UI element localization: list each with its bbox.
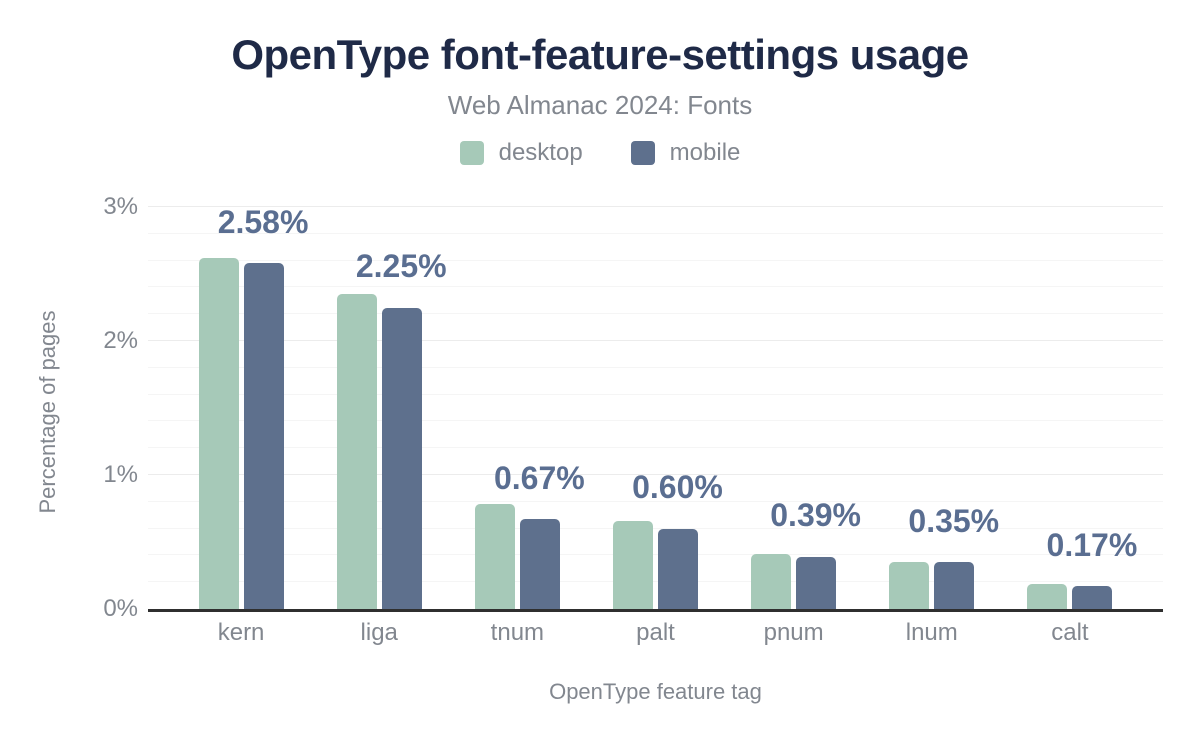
bar-mobile-kern [243,263,284,609]
minor-gridline [148,393,1163,395]
bar-desktop-pnum [751,554,792,609]
major-gridline [148,340,1163,341]
legend-label-mobile: mobile [669,139,741,166]
minor-gridline [148,259,1163,261]
bar-group-palt: 0.60% [586,207,724,609]
legend-label-desktop: desktop [498,139,583,166]
y-tick-labels: 0% 1% 2% 3% [0,194,138,622]
bar-desktop-liga [336,294,377,609]
y-tick-label: 1% [103,461,138,488]
x-category-label-pnum: pnum [763,619,824,646]
value-label-kern: 2.58% [217,203,309,240]
bar-desktop-palt [612,520,653,609]
desktop-swatch-icon [459,141,484,165]
x-category-label-palt: palt [636,619,675,646]
legend-item-mobile: mobile [630,139,741,167]
major-gridline [148,474,1163,475]
legend-item-desktop: desktop [459,139,583,167]
bar-desktop-calt [1027,583,1068,609]
minor-gridline [148,286,1163,288]
bar-group-tnum: 0.67% [448,207,586,609]
value-label-lnum: 0.35% [908,502,1000,539]
minor-gridline [148,581,1163,583]
x-category-label-kern: kern [217,619,265,646]
bar-desktop-kern [198,257,239,609]
value-label-pnum: 0.39% [770,497,861,534]
bar-group-kern: 2.58% [172,203,310,609]
bar-mobile-pnum [796,556,837,609]
minor-gridline [148,500,1163,502]
bar-mobile-tnum [519,519,560,609]
bar-group-pnum: 0.39% [725,207,863,609]
minor-gridline [148,232,1163,234]
major-gridline [148,206,1163,207]
bar-desktop-lnum [889,562,930,609]
mobile-swatch-icon [630,141,655,165]
x-category-label-lnum: lnum [905,619,958,646]
minor-gridline [148,366,1163,368]
bar-group-calt: 0.17% [1001,207,1139,609]
minor-gridline [148,447,1163,449]
chart-subtitle: Web Almanac 2024: Fonts [447,90,753,120]
x-category-labels: kern liga tnum palt pnum lnum calt [148,619,1163,647]
chart-title: OpenType font-feature-settings usage [231,31,969,78]
y-tick-label: 0% [103,595,138,622]
plot-area: 2.58% 2.25% 0.67% 0.60% 0.39% 0.35% 0.17% [148,203,1163,612]
bar-group-liga: 2.25% [310,207,448,609]
bar-desktop-tnum [474,504,515,609]
x-category-label-tnum: tnum [490,619,545,646]
value-label-palt: 0.60% [632,469,723,506]
y-tick-label: 3% [103,193,138,220]
bar-mobile-lnum [934,562,975,609]
x-category-label-liga: liga [360,619,398,646]
bar-mobile-calt [1072,586,1113,609]
bar-mobile-palt [657,528,698,609]
minor-gridline [148,420,1163,422]
minor-gridline [148,527,1163,529]
bar-groups: 2.58% 2.25% 0.67% 0.60% 0.39% 0.35% 0.17% [148,203,1163,609]
value-label-liga: 2.25% [355,247,447,284]
x-category-label-calt: calt [1051,619,1089,646]
x-axis-title: OpenType feature tag [549,679,762,704]
bar-group-lnum: 0.35% [863,207,1001,609]
value-label-tnum: 0.67% [493,459,585,496]
value-label-calt: 0.17% [1046,526,1138,563]
minor-gridline [148,554,1163,556]
legend: desktop mobile [0,139,1200,167]
minor-gridline [148,313,1163,315]
y-tick-label: 2% [103,327,138,354]
bar-mobile-liga [381,307,422,609]
